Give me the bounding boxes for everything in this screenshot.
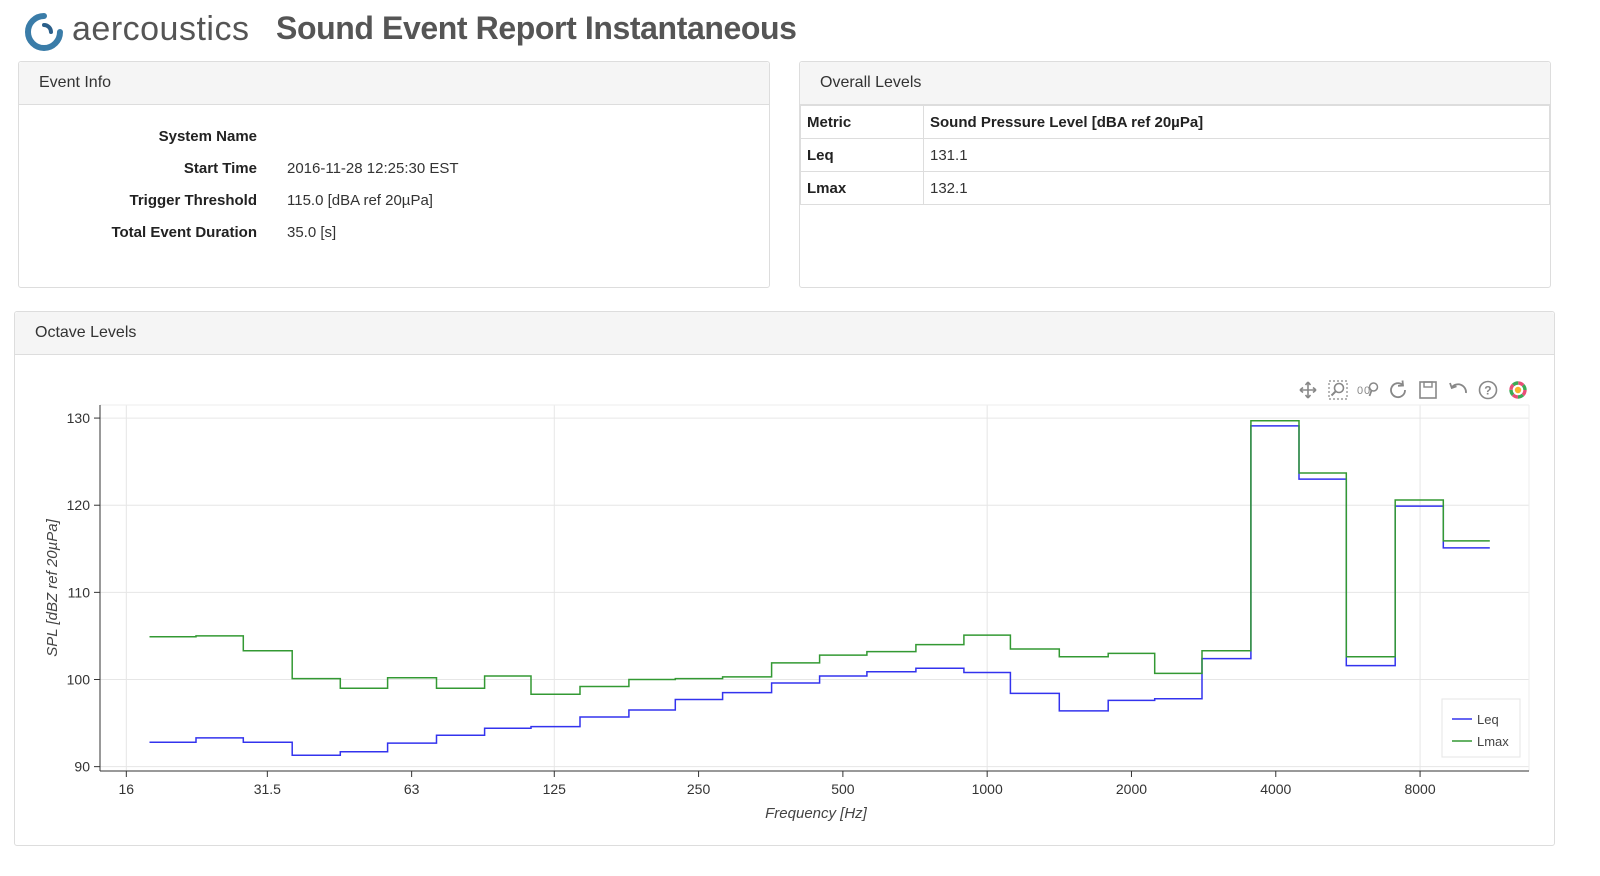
info-value: 35.0 [s] (287, 224, 337, 241)
info-label: Start Time (183, 160, 257, 177)
pan-icon[interactable] (1296, 378, 1320, 402)
info-label: System Name (158, 128, 257, 145)
column-header-metric: Metric (800, 105, 924, 139)
info-value: 2016-11-28 12:25:30 EST (287, 160, 459, 177)
metric-cell: Leq (800, 138, 924, 172)
page-header: aercoustics Sound Event Report Instantan… (24, 8, 924, 52)
help-icon[interactable]: ? (1476, 378, 1500, 402)
page-title: Sound Event Report Instantaneous (276, 10, 797, 46)
event-info-heading: Event Info (19, 62, 769, 105)
table-header-row: Metric Sound Pressure Level [dBA ref 20µ… (800, 105, 1550, 139)
table-row: Lmax 132.1 (800, 171, 1550, 205)
event-info-panel: Event Info System Name Start Time 2016-1… (18, 61, 770, 288)
bokeh-logo-icon[interactable] (1506, 378, 1530, 402)
box-zoom-icon[interactable] (1326, 378, 1350, 402)
overall-levels-table: Metric Sound Pressure Level [dBA ref 20µ… (800, 105, 1550, 205)
reset-icon[interactable] (1386, 378, 1410, 402)
column-header-spl: Sound Pressure Level [dBA ref 20µPa] (923, 105, 1550, 139)
undo-icon[interactable] (1446, 378, 1470, 402)
brand-name: aercoustics (72, 10, 250, 48)
metric-cell: Lmax (800, 171, 924, 205)
value-cell: 132.1 (923, 171, 1550, 205)
event-info-list: System Name Start Time 2016-11-28 12:25:… (19, 105, 769, 285)
aercoustics-logo-icon (25, 13, 63, 51)
table-row: Leq 131.1 (800, 138, 1550, 172)
svg-text:0: 0 (1357, 385, 1363, 397)
svg-text:0: 0 (1364, 385, 1370, 397)
info-label: Total Event Duration (111, 224, 257, 241)
value-cell: 131.1 (923, 138, 1550, 172)
info-label: Trigger Threshold (129, 192, 257, 209)
svg-text:?: ? (1484, 384, 1491, 398)
overall-levels-heading: Overall Levels (800, 62, 1550, 105)
wheel-zoom-icon[interactable]: 0 0 (1356, 378, 1380, 402)
plot-toolbar: 0 0 ? (1294, 378, 1534, 402)
overall-levels-panel: Overall Levels Metric Sound Pressure Lev… (799, 61, 1551, 288)
octave-levels-heading: Octave Levels (15, 312, 1554, 355)
save-icon[interactable] (1416, 378, 1440, 402)
info-value: 115.0 [dBA ref 20µPa] (287, 192, 433, 209)
